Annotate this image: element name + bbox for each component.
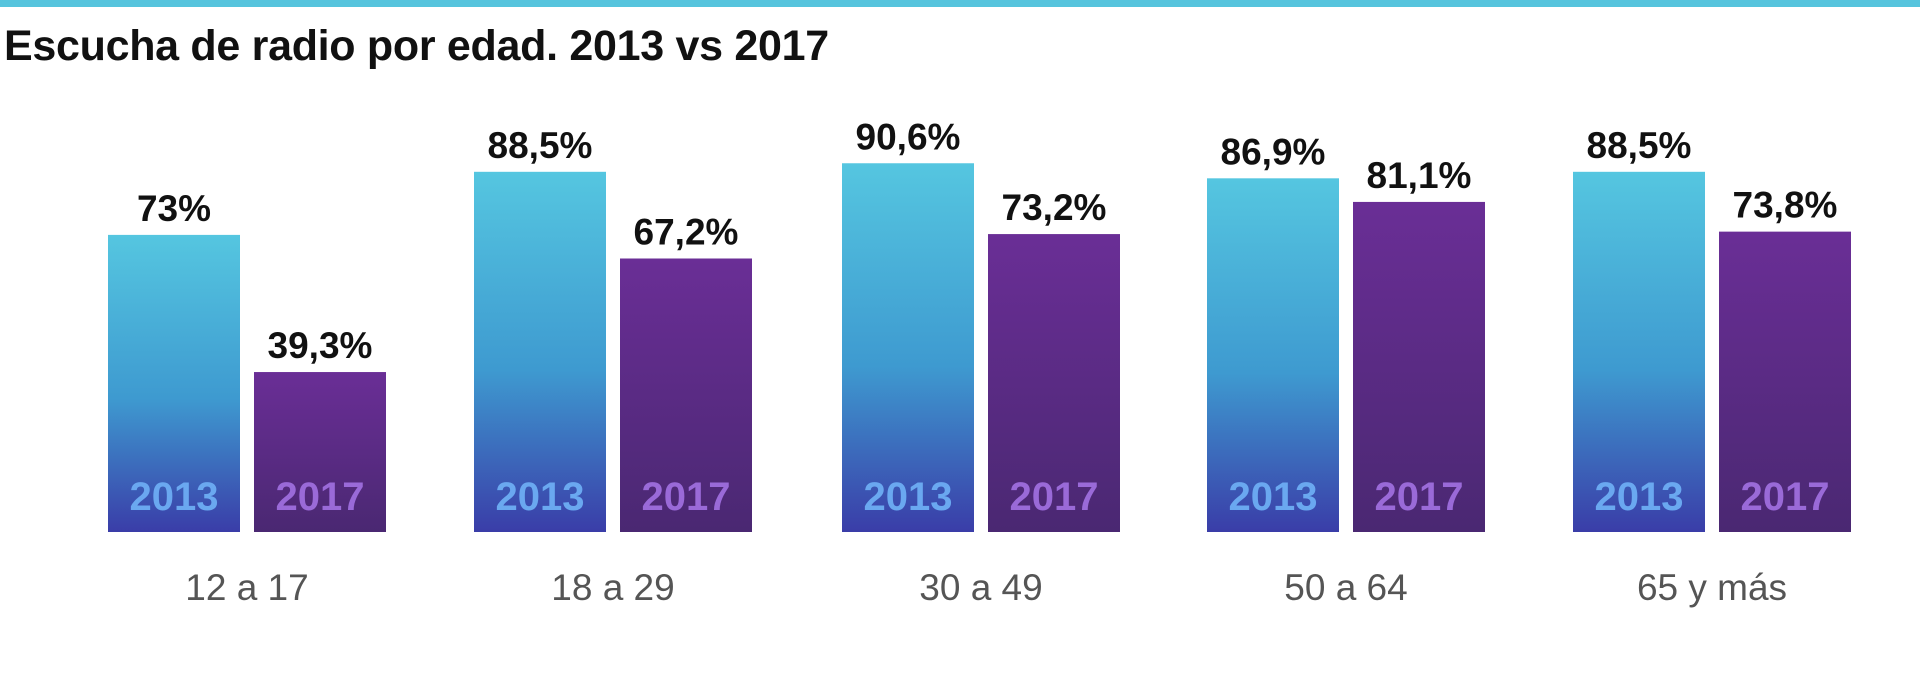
bar-2013-1 [108, 234, 240, 532]
year-label-2013-2: 2013 [496, 475, 585, 519]
value-label-2013-3: 90,6% [856, 116, 961, 157]
bar-2017-2 [620, 258, 752, 532]
value-label-2017-5: 73,8% [1733, 185, 1838, 226]
value-label-2013-5: 88,5% [1587, 125, 1692, 166]
year-label-2017-2: 2017 [642, 475, 731, 519]
bar-2017-3 [988, 234, 1120, 533]
value-label-2013-4: 86,9% [1221, 131, 1326, 172]
category-label-5: 65 y más [1637, 567, 1787, 608]
bar-2013-4 [1207, 178, 1339, 532]
bar-2013-2 [474, 171, 606, 532]
value-label-2013-1: 73% [137, 188, 211, 229]
year-label-2017-5: 2017 [1741, 475, 1830, 519]
category-label-1: 12 a 17 [185, 567, 308, 608]
value-label-2017-2: 67,2% [634, 211, 739, 252]
value-label-2013-2: 88,5% [488, 125, 593, 166]
category-label-2: 18 a 29 [551, 567, 674, 608]
year-label-2017-3: 2017 [1010, 475, 1099, 519]
chart-title: Escucha de radio por edad. 2013 vs 2017 [4, 22, 829, 70]
value-label-2017-3: 73,2% [1002, 187, 1107, 228]
year-label-2017-1: 2017 [276, 475, 365, 519]
category-label-4: 50 a 64 [1284, 567, 1407, 608]
bars-layer: 73% 2013 39,3% 2017 12 a 17 88,5% 2013 67,2% 201… [108, 116, 1851, 608]
bar-2017-4 [1353, 201, 1485, 532]
year-label-2013-4: 2013 [1229, 475, 1318, 519]
bar-2017-5 [1719, 231, 1851, 532]
year-label-2013-3: 2013 [864, 475, 953, 519]
category-label-3: 30 a 49 [919, 567, 1042, 608]
year-label-2017-4: 2017 [1375, 475, 1464, 519]
year-label-2013-5: 2013 [1595, 475, 1684, 519]
year-label-2013-1: 2013 [130, 475, 219, 519]
value-label-2017-1: 39,3% [268, 325, 373, 366]
bar-2017-1 [254, 372, 386, 532]
value-label-2017-4: 81,1% [1367, 155, 1472, 196]
bar-2013-5 [1573, 171, 1705, 532]
top-accent-rule [0, 0, 1920, 7]
bar-2013-3 [842, 163, 974, 532]
